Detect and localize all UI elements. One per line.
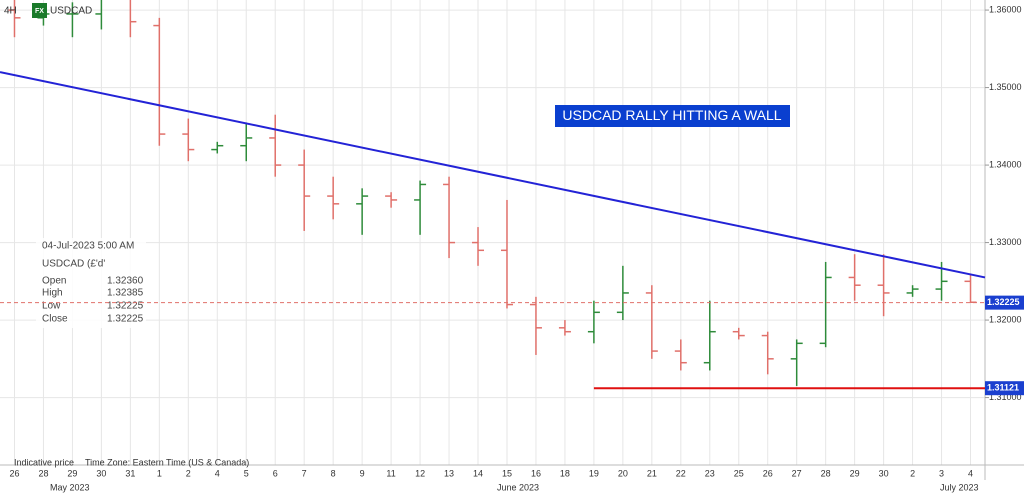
x-tick-label: 22 — [676, 468, 686, 478]
y-tick-label: 1.32000 — [989, 314, 1022, 324]
info-label: Close — [42, 314, 68, 325]
x-tick-label: 26 — [763, 468, 773, 478]
x-tick-label: 12 — [415, 468, 425, 478]
month-label: May 2023 — [50, 482, 90, 492]
x-tick-label: 4 — [968, 468, 973, 478]
x-tick-label: 26 — [9, 468, 19, 478]
x-tick-label: 14 — [473, 468, 483, 478]
info-value: 1.32385 — [107, 288, 144, 299]
x-tick-label: 23 — [705, 468, 715, 478]
x-tick-label: 18 — [560, 468, 570, 478]
y-tick-label: 1.34000 — [989, 159, 1022, 169]
info-bg — [36, 238, 146, 328]
x-tick-label: 28 — [821, 468, 831, 478]
month-label: July 2023 — [940, 482, 979, 492]
info-label: High — [42, 288, 63, 299]
info-name: USDCAD (£'d' — [42, 259, 105, 270]
footer-text: Indicative price — [14, 457, 74, 467]
x-tick-label: 30 — [879, 468, 889, 478]
x-tick-label: 19 — [589, 468, 599, 478]
x-tick-label: 29 — [850, 468, 860, 478]
badge-text: FX — [35, 8, 44, 15]
x-tick-label: 21 — [647, 468, 657, 478]
x-tick-label: 28 — [38, 468, 48, 478]
price-tag — [985, 295, 1024, 310]
info-label: Open — [42, 276, 66, 287]
x-tick-label: 6 — [273, 468, 278, 478]
x-tick-label: 1 — [157, 468, 162, 478]
x-tick-label: 15 — [502, 468, 512, 478]
y-tick-label: 1.31000 — [989, 392, 1022, 402]
support-price: 1.31121 — [987, 383, 1019, 393]
y-tick-label: 1.36000 — [989, 4, 1022, 14]
y-tick-label: 1.33000 — [989, 237, 1022, 247]
last-price: 1.32225 — [987, 297, 1020, 307]
x-tick-label: 20 — [618, 468, 628, 478]
x-tick-label: 25 — [734, 468, 744, 478]
annotation-box — [555, 105, 790, 127]
symbol-label: USDCAD — [50, 6, 92, 17]
x-tick-label: 4 — [215, 468, 220, 478]
y-tick-label: 1.35000 — [989, 82, 1022, 92]
annotation: USDCAD RALLY HITTING A WALL — [562, 107, 781, 123]
trendline — [0, 71, 986, 279]
info-panel: 04-Jul-2023 5:00 AM USDCAD (£'d' Open 1.… — [36, 238, 146, 328]
info-label: Low — [42, 301, 61, 312]
x-tick-label: 5 — [244, 468, 249, 478]
x-tick-label: 27 — [792, 468, 802, 478]
x-tick-label: 2 — [910, 468, 915, 478]
badge — [32, 3, 47, 18]
x-tick-label: 29 — [67, 468, 77, 478]
x-tick-label: 31 — [125, 468, 135, 478]
interval-label: 4H — [4, 6, 17, 17]
x-tick-label: 7 — [302, 468, 307, 478]
info-value: 1.32225 — [107, 301, 144, 312]
info-datetime: 04-Jul-2023 5:00 AM — [42, 241, 134, 252]
x-tick-label: 2 — [186, 468, 191, 478]
x-tick-label: 8 — [331, 468, 336, 478]
footer-text: Time Zone: Eastern Time (US & Canada) — [85, 457, 249, 467]
x-tick-label: 3 — [939, 468, 944, 478]
info-value: 1.32360 — [107, 276, 144, 287]
info-value: 1.32225 — [107, 314, 144, 325]
price-tag — [985, 381, 1024, 396]
month-label: June 2023 — [497, 482, 539, 492]
x-tick-label: 13 — [444, 468, 454, 478]
x-tick-label: 16 — [531, 468, 541, 478]
x-tick-label: 11 — [386, 468, 395, 478]
x-tick-label: 9 — [360, 468, 365, 478]
x-tick-label: 30 — [96, 468, 106, 478]
